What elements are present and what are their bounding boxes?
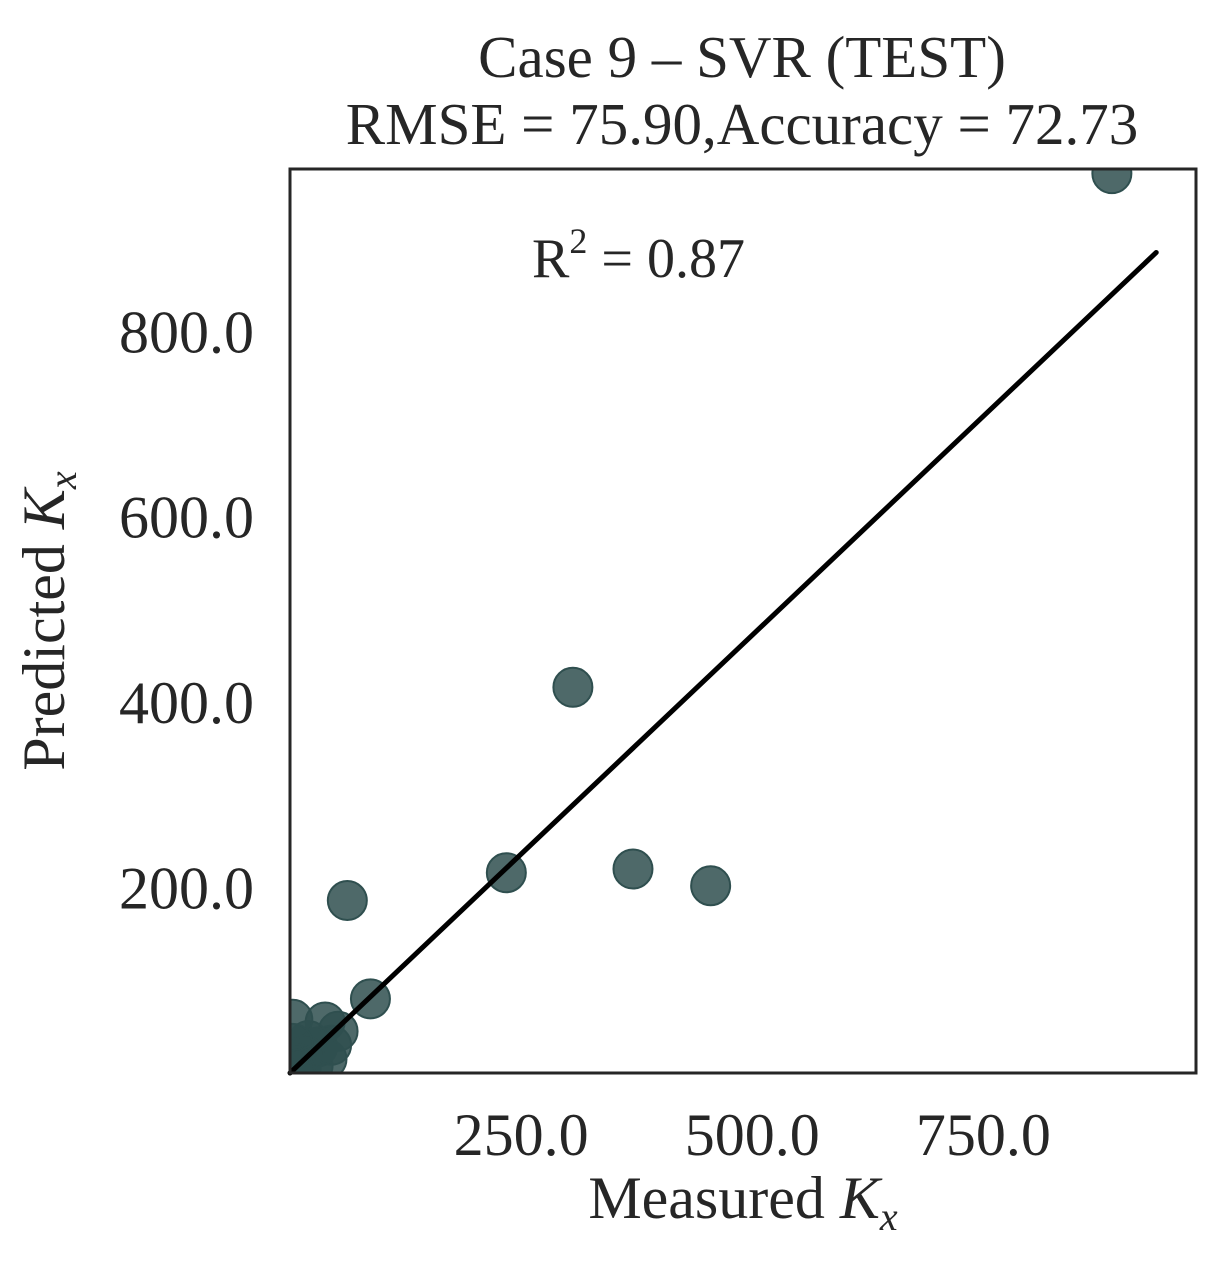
data-point (612, 848, 654, 890)
r-squared-annotation: R2 = 0.87 (532, 221, 745, 290)
y-axis-label-variable: K (11, 486, 77, 530)
y-tick-labels: 200.0 400.0 600.0 800.0 (119, 299, 254, 921)
x-tick-label: 500.0 (685, 1102, 820, 1168)
r-squared-label: R (532, 228, 570, 290)
x-axis-label-variable: K (839, 1165, 883, 1231)
y-tick-label: 800.0 (119, 299, 254, 365)
r-squared-value: = 0.87 (587, 228, 745, 290)
r-squared-superscript: 2 (569, 221, 587, 261)
points-layer (290, 169, 1133, 1073)
x-axis-label-subscript: x (879, 1194, 898, 1239)
y-tick-label: 200.0 (119, 856, 254, 922)
plot-frame (288, 167, 1198, 1075)
y-axis-label: Predicted Kx (11, 471, 85, 771)
data-point (552, 666, 594, 708)
y-axis-label-text: Predicted (11, 529, 77, 771)
data-point (690, 865, 732, 907)
fit-line (287, 249, 1159, 1076)
data-point (1091, 169, 1133, 195)
x-axis-label: Measured Kx (588, 1165, 898, 1239)
chart-title-line2: RMSE = 75.90,Accuracy = 72.73 (346, 91, 1138, 157)
data-point (326, 880, 368, 922)
x-tick-label: 750.0 (916, 1102, 1051, 1168)
x-tick-labels: 250.0 500.0 750.0 (454, 1102, 1051, 1168)
x-axis-label-text: Measured (588, 1165, 840, 1231)
y-axis-label-subscript: x (40, 471, 85, 490)
x-tick-label: 250.0 (454, 1102, 589, 1168)
y-tick-label: 600.0 (119, 485, 254, 551)
y-tick-label: 400.0 (119, 670, 254, 736)
chart-title-line1: Case 9 – SVR (TEST) (478, 24, 1006, 90)
data-point (485, 852, 527, 894)
data-point (311, 1024, 353, 1066)
